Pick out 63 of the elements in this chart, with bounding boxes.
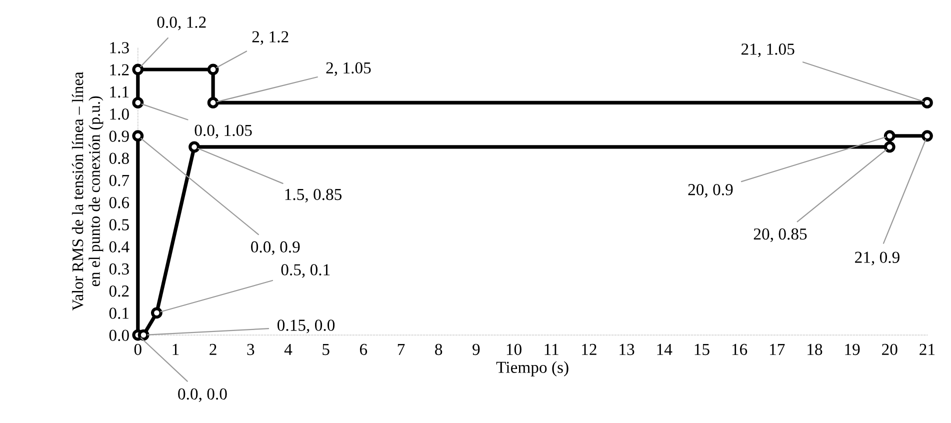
y-tick-label: 0.0 [109, 330, 129, 342]
x-tick-label: 15 [694, 344, 710, 356]
y-tick-label: 0.1 [109, 308, 129, 319]
annotation: 0.0, 1.2 [157, 16, 206, 30]
point [922, 130, 933, 142]
y-tick-label: 0.9 [109, 130, 129, 142]
x-tick-label: 17 [770, 344, 785, 355]
annotation: 0.0, 0.9 [251, 241, 300, 255]
x-tick-label: 1 [172, 344, 179, 355]
x-tick-label: 4 [284, 344, 292, 355]
point [132, 64, 144, 76]
x-tick-label: 20 [882, 344, 898, 356]
y-tick-label: 0.6 [109, 196, 130, 208]
x-tick-label: 10 [506, 344, 522, 356]
annotation: 0.5, 0.1 [281, 264, 330, 278]
y-axis-title: Valor RMS de la tensión línea – línea en el punto de conexión (p.u.) [72, 72, 104, 311]
x-tick-label: 13 [620, 344, 634, 356]
point [132, 96, 144, 108]
point [188, 141, 200, 153]
x-tick-label: 3 [247, 344, 254, 356]
annotation: 21, 1.05 [742, 44, 794, 58]
point [884, 141, 896, 153]
y-tick-label: 0.3 [109, 263, 129, 275]
y-tick-label: 1.1 [110, 86, 129, 98]
x-tick-label: 2 [210, 344, 216, 355]
x-tick-label: 9 [472, 344, 480, 356]
point [922, 96, 933, 108]
y-tick-label: 1.3 [110, 42, 129, 54]
x-tick-label: 8 [435, 344, 442, 356]
x-tick-label: 7 [398, 344, 405, 355]
x-tick-label: 11 [544, 344, 558, 355]
y-tick-label: 0.7 [109, 174, 130, 186]
x-tick-label: 5 [322, 344, 330, 356]
x-tick-label: 18 [808, 344, 822, 356]
x-tick-label: 6 [360, 344, 368, 356]
x-tick-label: 0 [134, 344, 142, 356]
point [207, 64, 219, 76]
annotation: 21, 0.9 [855, 252, 900, 266]
annotation: 1.5, 0.85 [285, 188, 342, 202]
x-tick-label: 12 [582, 344, 596, 355]
point [207, 96, 219, 108]
x-axis-title: Tiempo (s) [496, 361, 568, 376]
y-tick-label: 0.8 [109, 152, 129, 164]
annotation: 20, 0.85 [754, 228, 807, 242]
annotation: 20, 0.9 [688, 184, 733, 198]
point [150, 307, 162, 319]
annotation: 0.15, 0.0 [278, 320, 335, 334]
y-tick-label: 0.4 [109, 241, 130, 253]
x-tick-label: 21 [920, 344, 935, 355]
y-tick-label: 0.2 [109, 285, 129, 297]
x-tick-label: 19 [845, 344, 860, 356]
x-tick-label: 16 [732, 344, 748, 356]
y-tick-label: 0.5 [109, 219, 129, 230]
point [132, 130, 144, 142]
y-tick-label: 1.2 [110, 64, 129, 76]
point [138, 329, 150, 341]
annotation: 0.0, 1.05 [194, 124, 252, 138]
y-tick-label: 1.0 [110, 108, 129, 120]
annotation: 2, 1.2 [252, 31, 288, 45]
annotation: 2, 1.05 [326, 62, 371, 76]
point [884, 130, 896, 142]
x-tick-label: 14 [657, 344, 672, 355]
annotation: 0.0, 0.0 [178, 388, 227, 402]
